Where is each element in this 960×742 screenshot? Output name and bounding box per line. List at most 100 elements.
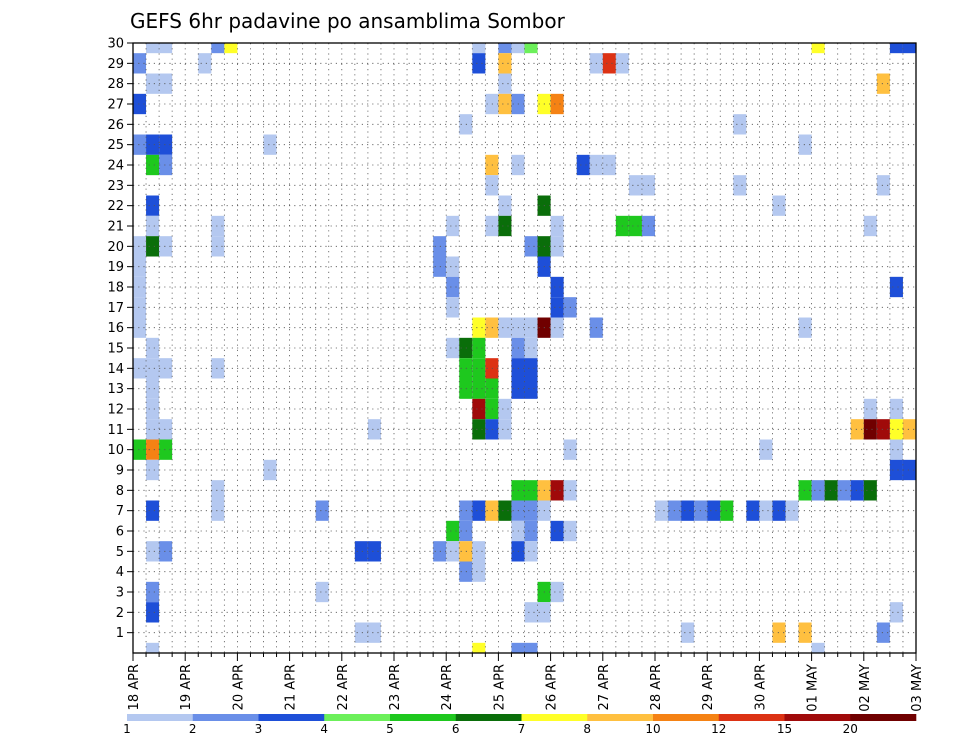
heatmap-cell	[459, 500, 473, 521]
heatmap-cell	[824, 480, 838, 501]
heatmap-cell	[433, 541, 447, 562]
y-tick-label: 29	[107, 57, 124, 72]
heatmap-cell	[902, 43, 916, 54]
y-tick-label: 15	[107, 342, 124, 357]
heatmap-cell	[759, 439, 773, 460]
heatmap-cell	[498, 215, 512, 237]
heatmap-cell	[876, 622, 890, 643]
heatmap-cell	[211, 236, 225, 257]
legend-label: 10	[645, 722, 660, 736]
heatmap-cell	[354, 541, 368, 562]
legend-label: 4	[320, 722, 328, 736]
heatmap-cell	[511, 642, 525, 653]
heatmap-cell	[550, 581, 564, 603]
y-tick-label: 14	[107, 362, 124, 377]
x-tick-label: 25 APR	[492, 664, 507, 710]
heatmap-cell	[159, 439, 173, 460]
y-tick-label: 9	[116, 464, 124, 479]
heatmap-cell	[472, 378, 486, 399]
y-tick-label: 21	[107, 220, 124, 235]
heatmap-cell	[146, 215, 160, 237]
heatmap-cell	[863, 215, 877, 237]
heatmap-cell	[459, 114, 473, 135]
heatmap-cell	[628, 215, 642, 237]
heatmap-cell	[472, 398, 486, 420]
legend-label: 1	[123, 722, 131, 736]
heatmap-cell	[889, 439, 903, 460]
legend-swatch	[850, 714, 917, 721]
heatmap-cell	[133, 297, 147, 318]
heatmap-cell	[159, 43, 173, 54]
legend-label: 7	[518, 722, 526, 736]
heatmap-cell	[146, 500, 160, 521]
y-tick-label: 8	[116, 484, 124, 499]
heatmap-cell	[146, 419, 160, 440]
heatmap-cell	[498, 43, 512, 54]
heatmap-cell	[628, 175, 642, 196]
grid-lines	[133, 43, 916, 653]
y-tick-label: 6	[116, 525, 124, 540]
legend-label: 2	[189, 722, 197, 736]
heatmap-cell	[146, 43, 160, 54]
y-tick-label: 16	[107, 321, 124, 336]
y-tick-label: 10	[107, 443, 124, 458]
heatmap-cell	[367, 419, 381, 440]
x-tick-label: 26 APR	[545, 664, 560, 710]
y-tick-label: 11	[107, 423, 124, 438]
legend-swatch	[324, 714, 391, 721]
y-tick-label: 17	[107, 301, 124, 316]
heatmap-cell	[472, 53, 486, 74]
heatmap-cell	[433, 236, 447, 257]
heatmap-cell	[459, 358, 473, 379]
heatmap-cell	[159, 73, 173, 94]
legend-label: 12	[711, 722, 726, 736]
x-tick-label: 19 APR	[179, 664, 194, 710]
heatmap-cell	[798, 134, 812, 155]
legend-label: 15	[777, 722, 792, 736]
heatmap-cell	[472, 337, 486, 359]
heatmap-cell	[550, 215, 564, 237]
heatmap-cell	[863, 398, 877, 420]
heatmap-cell	[576, 154, 590, 176]
heatmap-cell	[876, 419, 890, 440]
heatmap-cell	[863, 419, 877, 440]
heatmap-cell	[146, 195, 160, 216]
heatmap-cell	[146, 581, 160, 603]
heatmap-cell	[472, 317, 486, 338]
y-tick-label: 13	[107, 382, 124, 397]
heatmap-cell	[889, 419, 903, 440]
heatmap-cell	[785, 500, 799, 521]
legend-swatch	[192, 714, 259, 721]
heatmap-cell	[446, 215, 460, 237]
heatmap-cell	[498, 398, 512, 420]
heatmap-cell	[876, 73, 890, 94]
x-tick-label: 02 MAY	[858, 664, 873, 712]
heatmap-cell	[681, 622, 695, 643]
heatmap-cell	[511, 43, 525, 54]
heatmap-cell	[146, 236, 160, 257]
heatmap-cell	[524, 337, 538, 359]
heatmap-cell	[707, 500, 721, 521]
legend-label: 5	[386, 722, 394, 736]
heatmap-cell	[211, 358, 225, 379]
heatmap-cell	[146, 541, 160, 562]
x-tick-label: 01 MAY	[806, 664, 821, 712]
heatmap-cell	[146, 439, 160, 460]
y-tick-label: 28	[107, 77, 124, 92]
heatmap-cell	[733, 114, 747, 135]
y-tick-label: 19	[107, 260, 124, 275]
heatmap-cell	[798, 622, 812, 643]
y-tick-label: 26	[107, 118, 124, 133]
heatmap-cell	[133, 358, 147, 379]
heatmap-cell	[498, 195, 512, 216]
heatmap-cell	[550, 480, 564, 501]
heatmap-cell	[498, 317, 512, 338]
legend-label: 3	[255, 722, 263, 736]
heatmap-cell	[159, 419, 173, 440]
heatmap-cell	[524, 317, 538, 338]
heatmap-cell	[759, 500, 773, 521]
heatmap-cell	[133, 53, 147, 74]
heatmap-cell	[459, 541, 473, 562]
heatmap-cell	[198, 53, 212, 74]
